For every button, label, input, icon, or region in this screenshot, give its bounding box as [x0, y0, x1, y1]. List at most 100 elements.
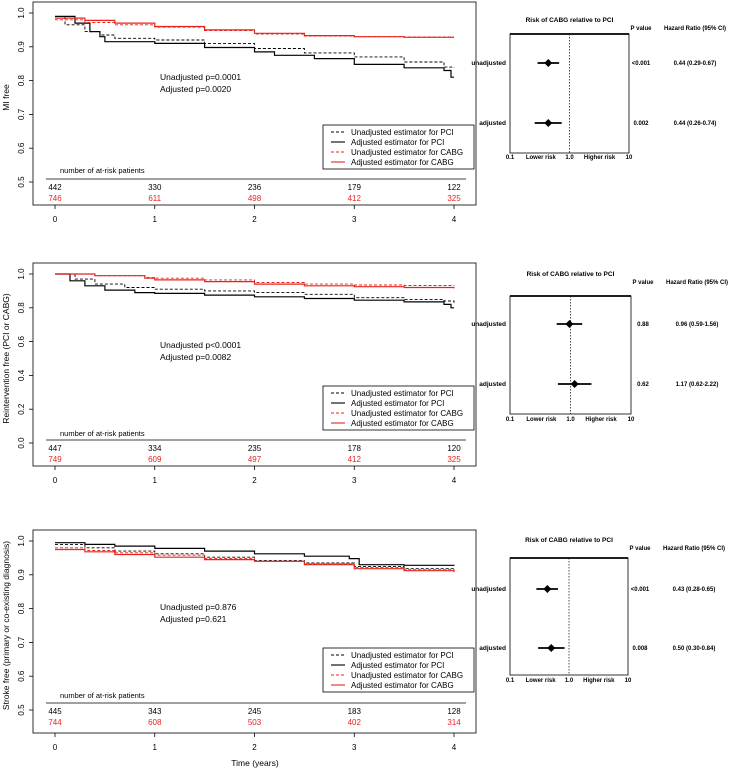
- x-tick-label: 0: [53, 476, 58, 485]
- y-tick-label: 0.4: [17, 369, 26, 381]
- at-risk-cabg-value: 314: [447, 718, 461, 727]
- at-risk-pci-value: 447: [48, 444, 62, 453]
- forest-lower-risk-label: Lower risk: [526, 155, 557, 161]
- legend-label: Adjusted estimator for CABG: [351, 419, 454, 428]
- forest-axis-tick: 1.0: [565, 678, 574, 684]
- forest-plot-2: Risk of CABG relative to PCI P value Hazar…: [471, 271, 728, 423]
- legend-box: [322, 647, 475, 693]
- p-value-adjusted: Adjusted p=0.0020: [160, 84, 231, 94]
- at-risk-title: number of at-risk patients: [60, 166, 145, 175]
- y-tick-label: 0.9: [17, 41, 26, 53]
- at-risk-cabg-value: 325: [447, 455, 461, 464]
- y-tick-label: 0.9: [17, 569, 26, 581]
- km-curve-adjusted-estimator-for-cabg: [55, 17, 454, 38]
- at-risk-cabg-value: 412: [348, 455, 362, 464]
- y-tick-label: 0.6: [17, 142, 26, 154]
- at-risk-pci-value: 245: [248, 707, 262, 716]
- at-risk-pci-value: 442: [48, 183, 62, 192]
- x-tick-label: 3: [352, 743, 357, 752]
- y-tick-label: 0.7: [17, 636, 26, 648]
- forest-hr-header: Hazard Ratio (95% CI): [663, 546, 725, 552]
- x-tick-label: 1: [153, 215, 158, 224]
- forest-row-label: adjusted: [479, 120, 506, 127]
- forest-hr-value: 1.17 (0.62-2.22): [676, 382, 719, 388]
- p-value-adjusted: Adjusted p=0.621: [160, 614, 227, 624]
- forest-hr-value: 0.44 (0.26-0.74): [674, 121, 717, 127]
- x-tick-label: 4: [452, 476, 457, 485]
- at-risk-pci-value: 445: [48, 707, 62, 716]
- x-tick-label: 2: [252, 743, 257, 752]
- legend-label: Unadjusted estimator for CABG: [351, 409, 463, 418]
- km-curve-unadjusted-estimator-for-cabg: [55, 547, 455, 572]
- at-risk-title: number of at-risk patients: [60, 429, 145, 438]
- forest-row-label: adjusted: [479, 645, 506, 652]
- forest-point-estimate: [543, 585, 552, 593]
- forest-p-value: <0.001: [631, 587, 650, 593]
- at-risk-cabg-value: 611: [148, 194, 161, 203]
- forest-axis-tick: 1.0: [566, 417, 575, 423]
- forest-higher-risk-label: Higher risk: [583, 678, 615, 684]
- forest-p-value: <0.001: [632, 61, 651, 67]
- forest-hr-header: Hazard Ratio (95% CI): [664, 26, 726, 32]
- at-risk-pci-value: 178: [348, 444, 362, 453]
- y-tick-label: 0.0: [17, 437, 26, 449]
- forest-title: Risk of CABG relative to PCI: [527, 271, 615, 278]
- at-risk-pci-value: 330: [148, 183, 162, 192]
- km-panel-2: 0.0 0.2 0.4 0.6 0.8 1.0 Reintervention free (P…: [1, 262, 477, 485]
- forest-axis-tick: 1.0: [565, 155, 574, 161]
- forest-p-value: 0.008: [632, 646, 648, 652]
- p-value-unadjusted: Unadjusted p=0.0001: [160, 72, 241, 82]
- legend-label: Unadjusted estimator for PCI: [351, 389, 454, 398]
- y-tick-label: 1.0: [17, 268, 26, 280]
- km-curve-adjusted-estimator-for-pci: [55, 273, 454, 309]
- x-tick-label: 1: [153, 476, 158, 485]
- at-risk-pci-value: 334: [148, 444, 162, 453]
- forest-hr-header: Hazard Ratio (95% CI): [666, 280, 728, 286]
- legend-label: Adjusted estimator for PCI: [351, 661, 444, 670]
- y-tick-label: 0.2: [17, 403, 26, 415]
- y-tick-label: 0.8: [17, 302, 26, 314]
- km-curve-unadjusted-estimator-for-pci: [55, 543, 455, 571]
- forest-row-label: unadjusted: [471, 586, 506, 593]
- at-risk-cabg-value: 749: [48, 455, 62, 464]
- km-curve-unadjusted-estimator-for-pci: [55, 273, 455, 303]
- forest-axis-tick: 10: [625, 678, 632, 684]
- legend-box: [322, 385, 475, 431]
- km-curve-unadjusted-estimator-for-cabg: [55, 19, 454, 38]
- x-tick-label: 2: [252, 215, 257, 224]
- x-tick-label: 3: [352, 215, 357, 224]
- forest-point-estimate: [547, 644, 556, 652]
- forest-point-estimate: [570, 380, 579, 388]
- km-curve-adjusted-estimator-for-cabg: [55, 273, 455, 289]
- y-axis-label: Reintervention free (PCI or CABG): [1, 293, 11, 424]
- forest-plot-1: Risk of CABG relative to PCI P value Hazar…: [471, 17, 726, 161]
- legend-label: Unadjusted estimator for CABG: [351, 148, 463, 157]
- forest-axis-tick: 10: [626, 155, 633, 161]
- p-value-adjusted: Adjusted p=0.0082: [160, 352, 231, 362]
- forest-axis-tick: 10: [628, 417, 635, 423]
- forest-hr-value: 0.43 (0.28-0.65): [673, 587, 716, 593]
- y-tick-label: 1.0: [17, 7, 26, 19]
- y-tick-label: 0.6: [17, 670, 26, 682]
- legend-label: Adjusted estimator for CABG: [351, 681, 454, 690]
- forest-plot-3: Risk of CABG relative to PCI P value Hazar…: [471, 537, 725, 684]
- legend-label: Adjusted estimator for PCI: [351, 399, 444, 408]
- forest-hr-value: 0.96 (0.59-1.56): [676, 322, 719, 328]
- at-risk-cabg-value: 325: [447, 194, 461, 203]
- at-risk-cabg-value: 503: [248, 718, 262, 727]
- x-tick-label: 0: [53, 743, 58, 752]
- km-curve-adjusted-estimator-for-pci: [55, 542, 455, 566]
- forest-axis-tick: 0.1: [506, 678, 515, 684]
- forest-frame: [509, 33, 630, 154]
- km-panel-1: 0.5 0.6 0.7 0.8 0.9 1.0 MI free 0 1 2 3 4 Unadjusted…: [1, 1, 477, 224]
- y-axis-label: Stroke free (primary or co-existing diag…: [1, 541, 11, 710]
- legend-label: Unadjusted estimator for PCI: [351, 651, 454, 660]
- legend-label: Unadjusted estimator for CABG: [351, 671, 463, 680]
- forest-higher-risk-label: Higher risk: [585, 417, 617, 423]
- at-risk-pci-value: 120: [447, 444, 461, 453]
- legend-label: Unadjusted estimator for PCI: [351, 128, 454, 137]
- forest-point-estimate: [544, 59, 553, 67]
- forest-lower-risk-label: Lower risk: [526, 678, 557, 684]
- forest-p-header: P value: [633, 280, 655, 286]
